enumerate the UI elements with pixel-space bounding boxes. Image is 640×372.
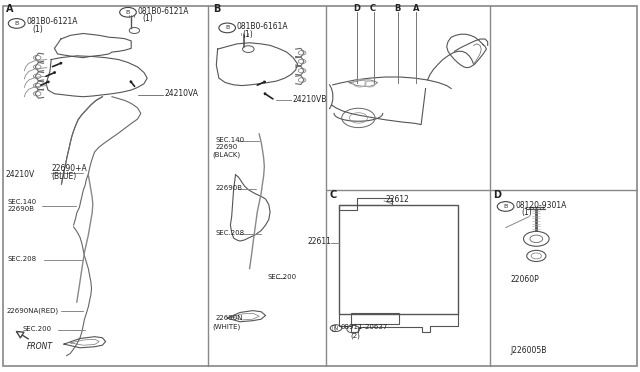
Text: 22690B: 22690B [215, 185, 242, 191]
Text: 22611: 22611 [307, 237, 331, 246]
Text: SEC.140: SEC.140 [215, 137, 244, 142]
Text: (1): (1) [142, 14, 153, 23]
Text: (1): (1) [32, 25, 43, 33]
Text: (1): (1) [522, 208, 532, 217]
Text: SEC.140: SEC.140 [8, 199, 37, 205]
Text: FRONT: FRONT [27, 342, 53, 351]
Text: 22060P: 22060P [511, 275, 540, 283]
Text: 08120-9301A: 08120-9301A [515, 201, 566, 210]
Text: D: D [353, 4, 360, 13]
Text: 22690B: 22690B [8, 206, 35, 212]
Text: 081B0-6121A: 081B0-6121A [27, 17, 78, 26]
Text: 22690: 22690 [215, 144, 237, 150]
Text: N: N [334, 326, 338, 331]
Text: (BLUE): (BLUE) [51, 172, 76, 181]
Text: 24210VB: 24210VB [292, 95, 327, 104]
Text: SEC.208: SEC.208 [8, 256, 37, 262]
Text: B: B [504, 204, 508, 209]
Text: B: B [15, 21, 19, 26]
Text: SEC.208: SEC.208 [215, 230, 244, 235]
Text: 24210V: 24210V [5, 170, 35, 179]
Text: B: B [225, 25, 229, 31]
Text: SEC.200: SEC.200 [268, 274, 297, 280]
Text: B: B [394, 4, 401, 13]
Bar [357, 198, 392, 205]
Text: 081B0-6161A: 081B0-6161A [237, 22, 289, 31]
Bar [339, 205, 357, 210]
Text: 24210VA: 24210VA [164, 89, 198, 98]
Text: 22690NA(RED): 22690NA(RED) [6, 307, 58, 314]
Text: A: A [413, 4, 420, 13]
Text: A: A [6, 4, 14, 13]
Text: D: D [493, 190, 501, 199]
Text: C: C [330, 190, 337, 199]
Text: J226005B: J226005B [511, 346, 547, 355]
Text: (2): (2) [351, 332, 360, 339]
Text: (WHITE): (WHITE) [212, 323, 241, 330]
Text: Ⓝ: Ⓝ [332, 324, 336, 331]
Text: SEC.200: SEC.200 [22, 326, 52, 332]
Text: B: B [126, 10, 130, 15]
Bar [351, 313, 399, 324]
Text: 22690N: 22690N [215, 315, 243, 321]
Text: 22690+A: 22690+A [51, 164, 87, 173]
Bar [339, 205, 458, 314]
Text: 08911-20637: 08911-20637 [340, 324, 388, 330]
Text: (BLACK): (BLACK) [212, 151, 241, 158]
Text: 22612: 22612 [385, 195, 409, 204]
Text: B: B [213, 4, 221, 13]
Text: 081B0-6121A: 081B0-6121A [138, 7, 189, 16]
Text: (1): (1) [242, 30, 253, 39]
Text: C: C [370, 4, 376, 13]
